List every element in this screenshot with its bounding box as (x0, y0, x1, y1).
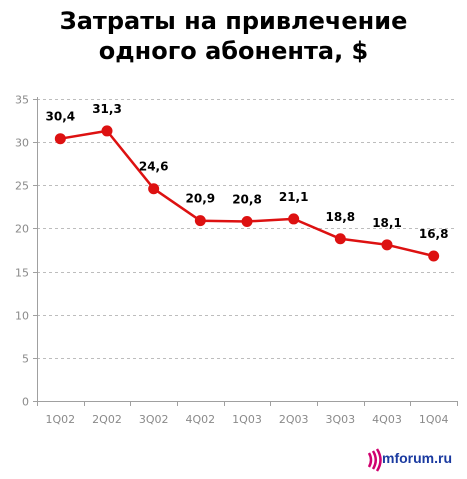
data-point (194, 215, 206, 227)
x-tick-label: 2Q03 (279, 413, 309, 426)
data-label: 31,3 (92, 102, 122, 116)
chart-title: Затраты на привлечение одного абонента, … (0, 6, 467, 66)
data-point (381, 239, 393, 251)
data-label: 21,1 (279, 190, 309, 204)
data-point (334, 233, 346, 245)
data-point (101, 125, 113, 137)
x-tick-label: 2Q02 (92, 413, 122, 426)
y-tick-label: 5 (22, 353, 29, 366)
data-label: 20,9 (186, 192, 216, 206)
mforum-logo: mforum.ru (365, 448, 465, 472)
data-label: 24,6 (139, 160, 169, 174)
x-tick-label: 3Q02 (139, 413, 169, 426)
y-tick-labels: 0 5 10 15 20 25 30 35 (15, 94, 29, 409)
axes (33, 97, 458, 406)
data-label: 18,8 (326, 210, 356, 224)
data-point (241, 216, 253, 228)
data-label: 18,1 (372, 216, 402, 230)
y-tick-label: 20 (15, 223, 29, 236)
x-tick-labels: 1Q02 2Q02 3Q02 4Q02 1Q03 2Q03 3Q03 4Q03 1Q04 (46, 413, 449, 426)
x-tick-label: 3Q03 (326, 413, 356, 426)
y-tick-label: 35 (15, 94, 29, 107)
data-point (54, 133, 66, 145)
data-label: 20,8 (232, 193, 262, 207)
chart-title-line1: Затраты на привлечение (59, 7, 408, 35)
signal-waves-icon (367, 448, 382, 472)
data-label: 30,4 (46, 110, 76, 124)
y-tick-label: 25 (15, 180, 29, 193)
y-tick-label: 15 (15, 267, 29, 280)
data-labels: 30,4 31,3 24,6 20,9 20,8 21,1 18,8 18,1 16,8 (46, 102, 449, 241)
data-point (428, 250, 440, 262)
data-point (148, 183, 160, 195)
data-point (288, 213, 300, 225)
series (54, 125, 440, 262)
x-tick-label: 1Q02 (46, 413, 76, 426)
chart-title-line2: одного абонента, $ (98, 37, 369, 65)
x-tick-label: 4Q03 (372, 413, 402, 426)
grid-lines (37, 99, 457, 359)
y-tick-label: 10 (15, 310, 29, 323)
x-tick-label: 1Q04 (419, 413, 449, 426)
logo-text: mforum.ru (382, 450, 452, 466)
x-tick-label: 1Q03 (232, 413, 262, 426)
y-tick-label: 0 (22, 396, 29, 409)
data-label: 16,8 (419, 227, 449, 241)
y-tick-label: 30 (15, 137, 29, 150)
x-tick-label: 4Q02 (186, 413, 216, 426)
